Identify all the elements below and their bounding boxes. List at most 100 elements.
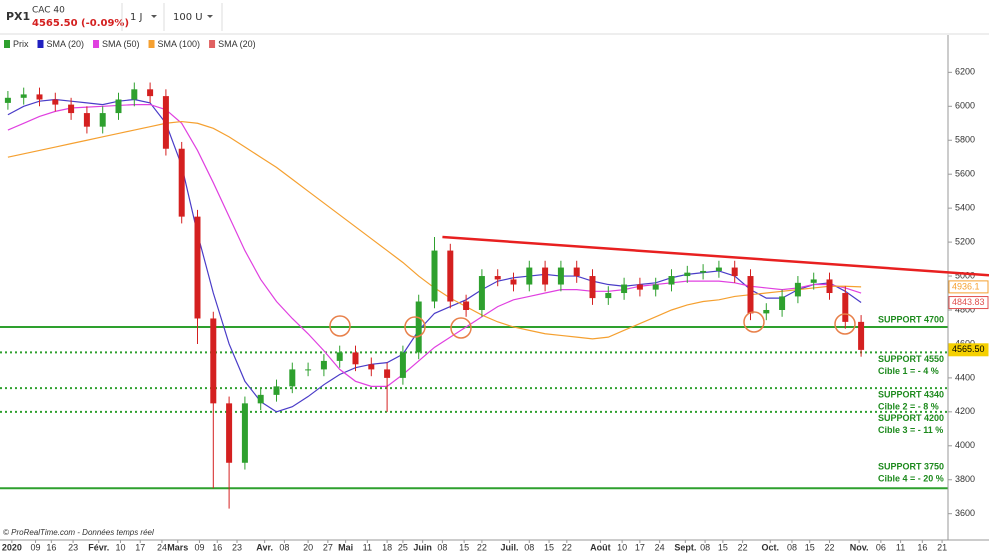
legend-swatch: [148, 40, 155, 48]
y-tick-label: 4800: [955, 304, 975, 314]
candle-body: [336, 352, 343, 361]
legend-swatch: [4, 40, 10, 48]
x-tick-label: 11: [896, 542, 905, 552]
candle-body: [83, 113, 90, 127]
highlight-circle: [743, 311, 765, 333]
candle-body: [320, 360, 327, 370]
price-label-box: [948, 343, 989, 357]
units-select[interactable]: 100 U: [173, 12, 203, 23]
x-tick-label: 06: [876, 542, 886, 552]
x-tick-label: 15: [544, 542, 554, 552]
candle-body: [763, 309, 770, 314]
support-label: SUPPORT 4700: [878, 314, 944, 324]
y-tick-label: 5200: [955, 236, 975, 246]
sma-line: [7, 103, 862, 387]
x-tick-label: 10: [617, 542, 627, 552]
plot-area: [0, 82, 948, 509]
x-tick-label: 08: [437, 542, 447, 552]
candle-body: [779, 296, 786, 310]
y-tick-label: 5600: [955, 169, 975, 179]
x-tick-label: 09: [194, 542, 204, 552]
x-tick-label: 17: [635, 542, 645, 552]
y-tick-label: 5000: [955, 270, 975, 280]
x-tick-label: 17: [135, 542, 145, 552]
support-target: Cible 4 = - 20 %: [878, 474, 944, 484]
x-tick-label: 22: [562, 542, 572, 552]
candle-body: [162, 96, 169, 149]
candle-body: [447, 250, 454, 302]
candle-body: [794, 282, 801, 297]
x-tick-label: Juil.: [501, 542, 519, 552]
candle-body: [526, 267, 533, 285]
candle-body: [415, 301, 422, 353]
symbol[interactable]: PX1: [6, 10, 30, 23]
candle-body: [20, 94, 27, 98]
candle-body: [147, 89, 154, 97]
candle-body: [700, 270, 707, 273]
candle-body: [668, 276, 675, 285]
x-tick-label: 16: [917, 542, 927, 552]
overlay: [329, 311, 856, 339]
candle-body: [178, 148, 185, 217]
period-select[interactable]: 1 J: [130, 12, 143, 23]
x-tick-label: 08: [524, 542, 534, 552]
price-label: 4565.50: [952, 344, 985, 354]
support-target: Cible 3 = - 11 %: [878, 425, 943, 435]
support-label: SUPPORT 4550: [878, 354, 944, 364]
toolbar: [0, 0, 989, 34]
x-tick-label: 25: [398, 542, 408, 552]
x-tick-label: 08: [787, 542, 797, 552]
legend-label: Prix: [13, 39, 29, 49]
x-tick-label: 23: [68, 542, 78, 552]
dropdown-arrow: [207, 15, 213, 18]
candle-body: [684, 272, 691, 277]
candle-body: [478, 276, 485, 310]
price-label-box: [948, 296, 989, 310]
y-tick-label: 4400: [955, 372, 975, 382]
x-tick-label: 11: [363, 542, 372, 552]
dropdown-arrow: [151, 15, 157, 18]
x-tick-label: 15: [805, 542, 815, 552]
x-tick-label: 15: [718, 542, 728, 552]
x-tick-label: Mai: [338, 542, 353, 552]
x-tick-label: 18: [382, 542, 392, 552]
x-tick-label: 2020: [2, 542, 22, 552]
price-label: 4936.1: [952, 281, 980, 291]
legend-label: SMA (100): [158, 39, 201, 49]
x-tick-label: Oct.: [761, 542, 779, 552]
candle-body: [352, 352, 359, 365]
candle-body: [573, 267, 580, 277]
highlight-circle: [404, 316, 426, 338]
x-tick-label: 22: [738, 542, 748, 552]
x-tick-label: Nov.: [850, 542, 869, 552]
y-tick-label: 3800: [955, 474, 975, 484]
x-tick-label: 20: [303, 542, 313, 552]
legend-swatch: [93, 40, 100, 48]
candle-body: [463, 301, 470, 310]
candle-body: [557, 267, 564, 285]
candle-body: [52, 99, 59, 105]
legend-label: SMA (20): [218, 39, 256, 49]
x-tick-label: Févr.: [88, 542, 109, 552]
candle-body: [68, 104, 75, 114]
candle-body: [858, 321, 865, 350]
candle-body: [605, 293, 612, 299]
candle-body: [636, 284, 643, 290]
legend-swatch: [37, 40, 44, 48]
candle-body: [652, 284, 659, 290]
candle-body: [384, 369, 391, 378]
legend-swatch: [209, 40, 216, 48]
x-tick-label: 09: [31, 542, 41, 552]
candle-body: [715, 267, 722, 271]
x-tick-label: 23: [232, 542, 242, 552]
support-target: Cible 2 = - 8 %: [878, 401, 939, 411]
candle-body: [731, 267, 738, 277]
candle-body: [131, 89, 138, 100]
x-tick-label: Sept.: [674, 542, 696, 552]
x-tick-label: 16: [212, 542, 222, 552]
candle-body: [210, 318, 217, 404]
candle-body: [368, 364, 375, 370]
support-label: SUPPORT 4200: [878, 413, 944, 423]
candle-body: [241, 403, 248, 463]
candle-body: [810, 279, 817, 283]
